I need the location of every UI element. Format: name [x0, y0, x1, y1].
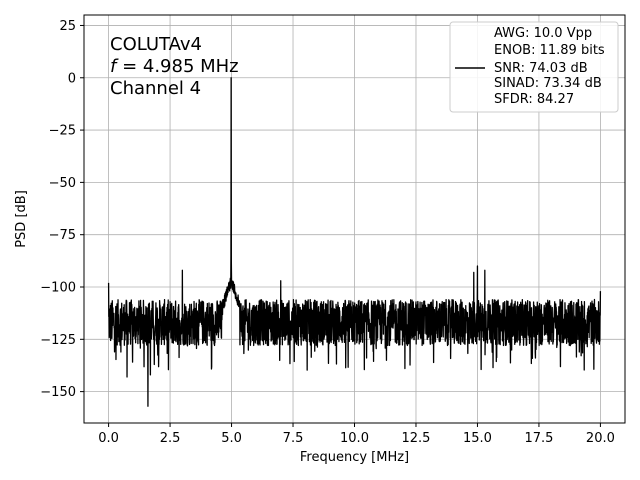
y-axis-ticks: −150 −125 −100 −75 −50 −25 0 25 — [40, 19, 84, 400]
y-tick-label: −75 — [49, 228, 76, 243]
y-tick-label: −25 — [49, 124, 76, 139]
psd-series-line — [107, 77, 602, 407]
chart-annotation: COLUTAv4 f = 4.985 MHz Channel 4 — [110, 34, 239, 99]
y-tick-label: −125 — [40, 333, 76, 348]
y-tick-label: 25 — [59, 19, 76, 34]
y-axis-label: PSD [dB] — [14, 190, 29, 248]
legend-entry-sfdr: SFDR: 84.27 — [494, 92, 574, 107]
x-tick-label: 10.0 — [340, 431, 369, 446]
x-tick-label: 12.5 — [402, 431, 431, 446]
legend-entry-snr: SNR: 74.03 dB — [494, 61, 588, 76]
y-tick-label: 0 — [68, 71, 76, 86]
legend: AWG: 10.0 Vpp ENOB: 11.89 bits SNR: 74.0… — [449, 21, 619, 113]
annotation-device: COLUTAv4 — [110, 34, 202, 55]
legend-box — [449, 21, 619, 113]
annotation-frequency: f = 4.985 MHz — [110, 56, 239, 77]
x-tick-label: 0.0 — [98, 431, 119, 446]
y-tick-label: −150 — [40, 385, 76, 400]
x-tick-label: 2.5 — [160, 431, 181, 446]
psd-series — [107, 77, 602, 407]
x-tick-label: 17.5 — [524, 431, 553, 446]
x-axis-label: Frequency [MHz] — [300, 450, 409, 465]
y-tick-label: −50 — [49, 176, 76, 191]
annotation-channel: Channel 4 — [110, 78, 201, 99]
legend-entry-awg: AWG: 10.0 Vpp — [494, 26, 592, 41]
annotation-frequency-value: = 4.985 MHz — [116, 56, 238, 77]
x-tick-label: 20.0 — [586, 431, 615, 446]
y-tick-label: −100 — [40, 281, 76, 296]
legend-entry-sinad: SINAD: 73.34 dB — [494, 76, 602, 91]
x-tick-label: 15.0 — [463, 431, 492, 446]
x-tick-label: 5.0 — [221, 431, 242, 446]
x-axis-ticks: 0.0 2.5 5.0 7.5 10.0 12.5 15.0 17.5 20.0 — [98, 423, 615, 446]
annotation-frequency-var: f — [110, 56, 119, 77]
x-tick-label: 7.5 — [283, 431, 304, 446]
legend-entry-enob: ENOB: 11.89 bits — [494, 43, 605, 58]
